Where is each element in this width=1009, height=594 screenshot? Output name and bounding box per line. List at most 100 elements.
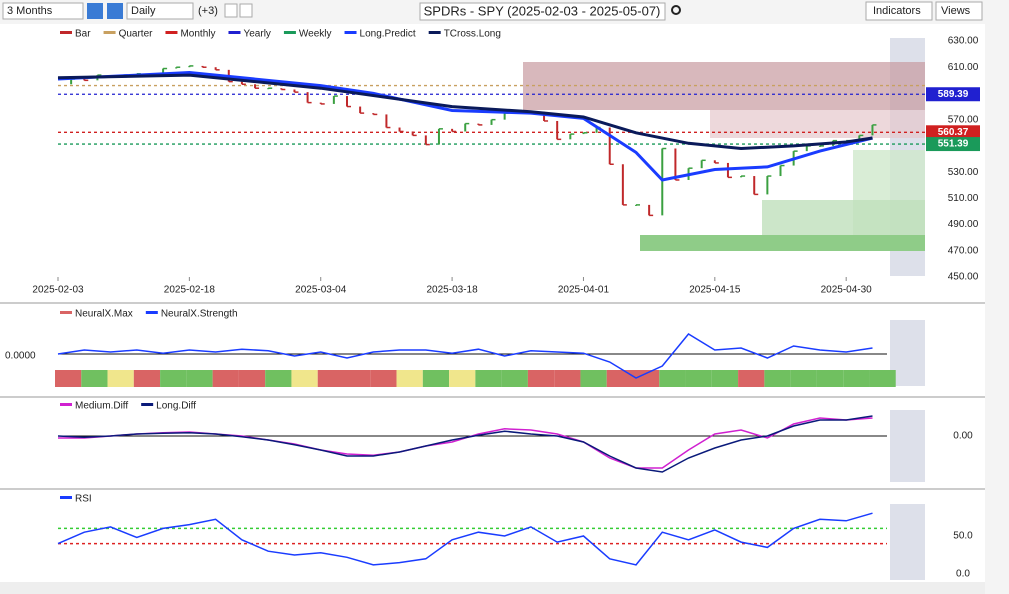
symbol-box[interactable] [419, 2, 666, 21]
strip-cell [659, 370, 686, 387]
strip-cell [238, 370, 266, 387]
y-tick-label: 470.00 [948, 245, 979, 256]
y-tick-label: 490.00 [948, 219, 979, 230]
search-icon[interactable] [671, 5, 681, 15]
legend-swatch [428, 31, 441, 34]
y-tick-label: 50.0 [953, 531, 973, 542]
future-zone [890, 410, 925, 482]
strip-cell [527, 370, 555, 387]
legend-swatch [228, 31, 241, 34]
level-label: 560.37 [938, 127, 969, 138]
strip-cell [790, 370, 817, 387]
side-toolbar-bg [985, 24, 1009, 324]
strip-cell [843, 370, 870, 387]
legend-swatch [60, 31, 72, 34]
series-line [57, 512, 873, 566]
resistance-zone-2 [710, 110, 925, 138]
future-zone [890, 504, 925, 580]
strip-cell [711, 370, 739, 387]
period: 3 Months [7, 5, 53, 17]
legend-label: Yearly [243, 29, 270, 40]
legend-label: RSI [75, 494, 92, 505]
strip-cell [265, 370, 292, 387]
legend-label: NeuralX.Max [75, 309, 133, 320]
strip-cell [133, 370, 161, 387]
y-tick-label: 630.00 [948, 36, 979, 47]
level-box [926, 87, 980, 102]
indicators: Indicators [873, 5, 921, 17]
legend-label: Bar [75, 29, 91, 40]
strip-cell [606, 370, 633, 387]
legend-label: Weekly [299, 29, 332, 40]
support-zone-3 [640, 235, 925, 251]
zoom-in[interactable] [87, 3, 103, 19]
series-line [57, 73, 873, 151]
x-tick-label: 2025-04-30 [821, 285, 873, 296]
strip-cell [55, 370, 82, 387]
strip-cell [396, 370, 423, 387]
strip-cell [186, 370, 213, 387]
scrollbar[interactable] [0, 582, 985, 594]
legend-label: Long.Predict [360, 29, 416, 40]
offset-plus[interactable] [224, 3, 238, 18]
strip-cell [685, 370, 712, 387]
x-tick-label: 2025-02-18 [164, 285, 216, 296]
views: Views [941, 5, 971, 17]
indicators-button[interactable] [865, 1, 933, 21]
y-tick-label: 610.00 [948, 62, 979, 73]
legend-swatch [165, 31, 178, 34]
offset: (+3) [198, 5, 218, 17]
y-tick-label: 510.00 [948, 193, 979, 204]
strip-cell [580, 370, 607, 387]
legend-swatch [60, 496, 72, 499]
strip-cell [317, 370, 344, 387]
y-tick-label: 530.00 [948, 167, 979, 178]
legend-label: NeuralX.Strength [161, 309, 238, 320]
legend-swatch [344, 31, 357, 34]
strip-cell [738, 370, 765, 387]
interval-select[interactable] [126, 2, 194, 20]
views-button[interactable] [935, 1, 983, 21]
y-tick-label: 570.00 [948, 114, 979, 125]
period-select[interactable] [2, 2, 84, 20]
strip-cell [344, 370, 371, 387]
offset-minus[interactable] [239, 3, 253, 18]
x-tick-label: 2025-02-03 [32, 285, 84, 296]
strip-cell [869, 370, 896, 387]
legend-swatch [145, 311, 158, 314]
y-tick-label: 0.00 [953, 431, 973, 442]
symbol: SPDRs - SPY (2025-02-03 - 2025-05-07) [424, 3, 661, 18]
level-box [926, 125, 980, 140]
zoom-out[interactable] [107, 3, 123, 19]
legend-label: Long.Diff [156, 401, 196, 412]
strip-cell [633, 370, 660, 387]
legend-swatch [60, 311, 72, 314]
level-label: 589.39 [938, 89, 969, 100]
legend-label: Medium.Diff [75, 401, 128, 412]
x-tick-label: 2025-03-18 [427, 285, 479, 296]
y-tick-label: 450.00 [948, 272, 979, 283]
strip-cell [81, 370, 108, 387]
strip-cell [764, 370, 791, 387]
side-toolbar [985, 24, 1009, 324]
legend-label: TCross.Long [444, 29, 501, 40]
strip-cell [160, 370, 187, 387]
level-box [926, 137, 980, 152]
legend-swatch [283, 31, 296, 34]
strip-cell [475, 370, 502, 387]
level-label: 551.39 [938, 139, 969, 150]
series-line [57, 333, 873, 379]
x-tick-label: 2025-04-01 [558, 285, 610, 296]
strip-cell [291, 370, 318, 387]
x-tick-label: 2025-03-04 [295, 285, 347, 296]
support-zone-2 [762, 200, 925, 235]
legend-swatch [141, 403, 154, 406]
interval: Daily [131, 5, 156, 17]
strip-cell [501, 370, 528, 387]
x-tick-label: 2025-04-15 [689, 285, 741, 296]
legend-label: Quarter [119, 29, 154, 40]
legend-swatch [103, 31, 116, 34]
strip-cell [554, 370, 581, 387]
strip-cell [107, 370, 134, 387]
